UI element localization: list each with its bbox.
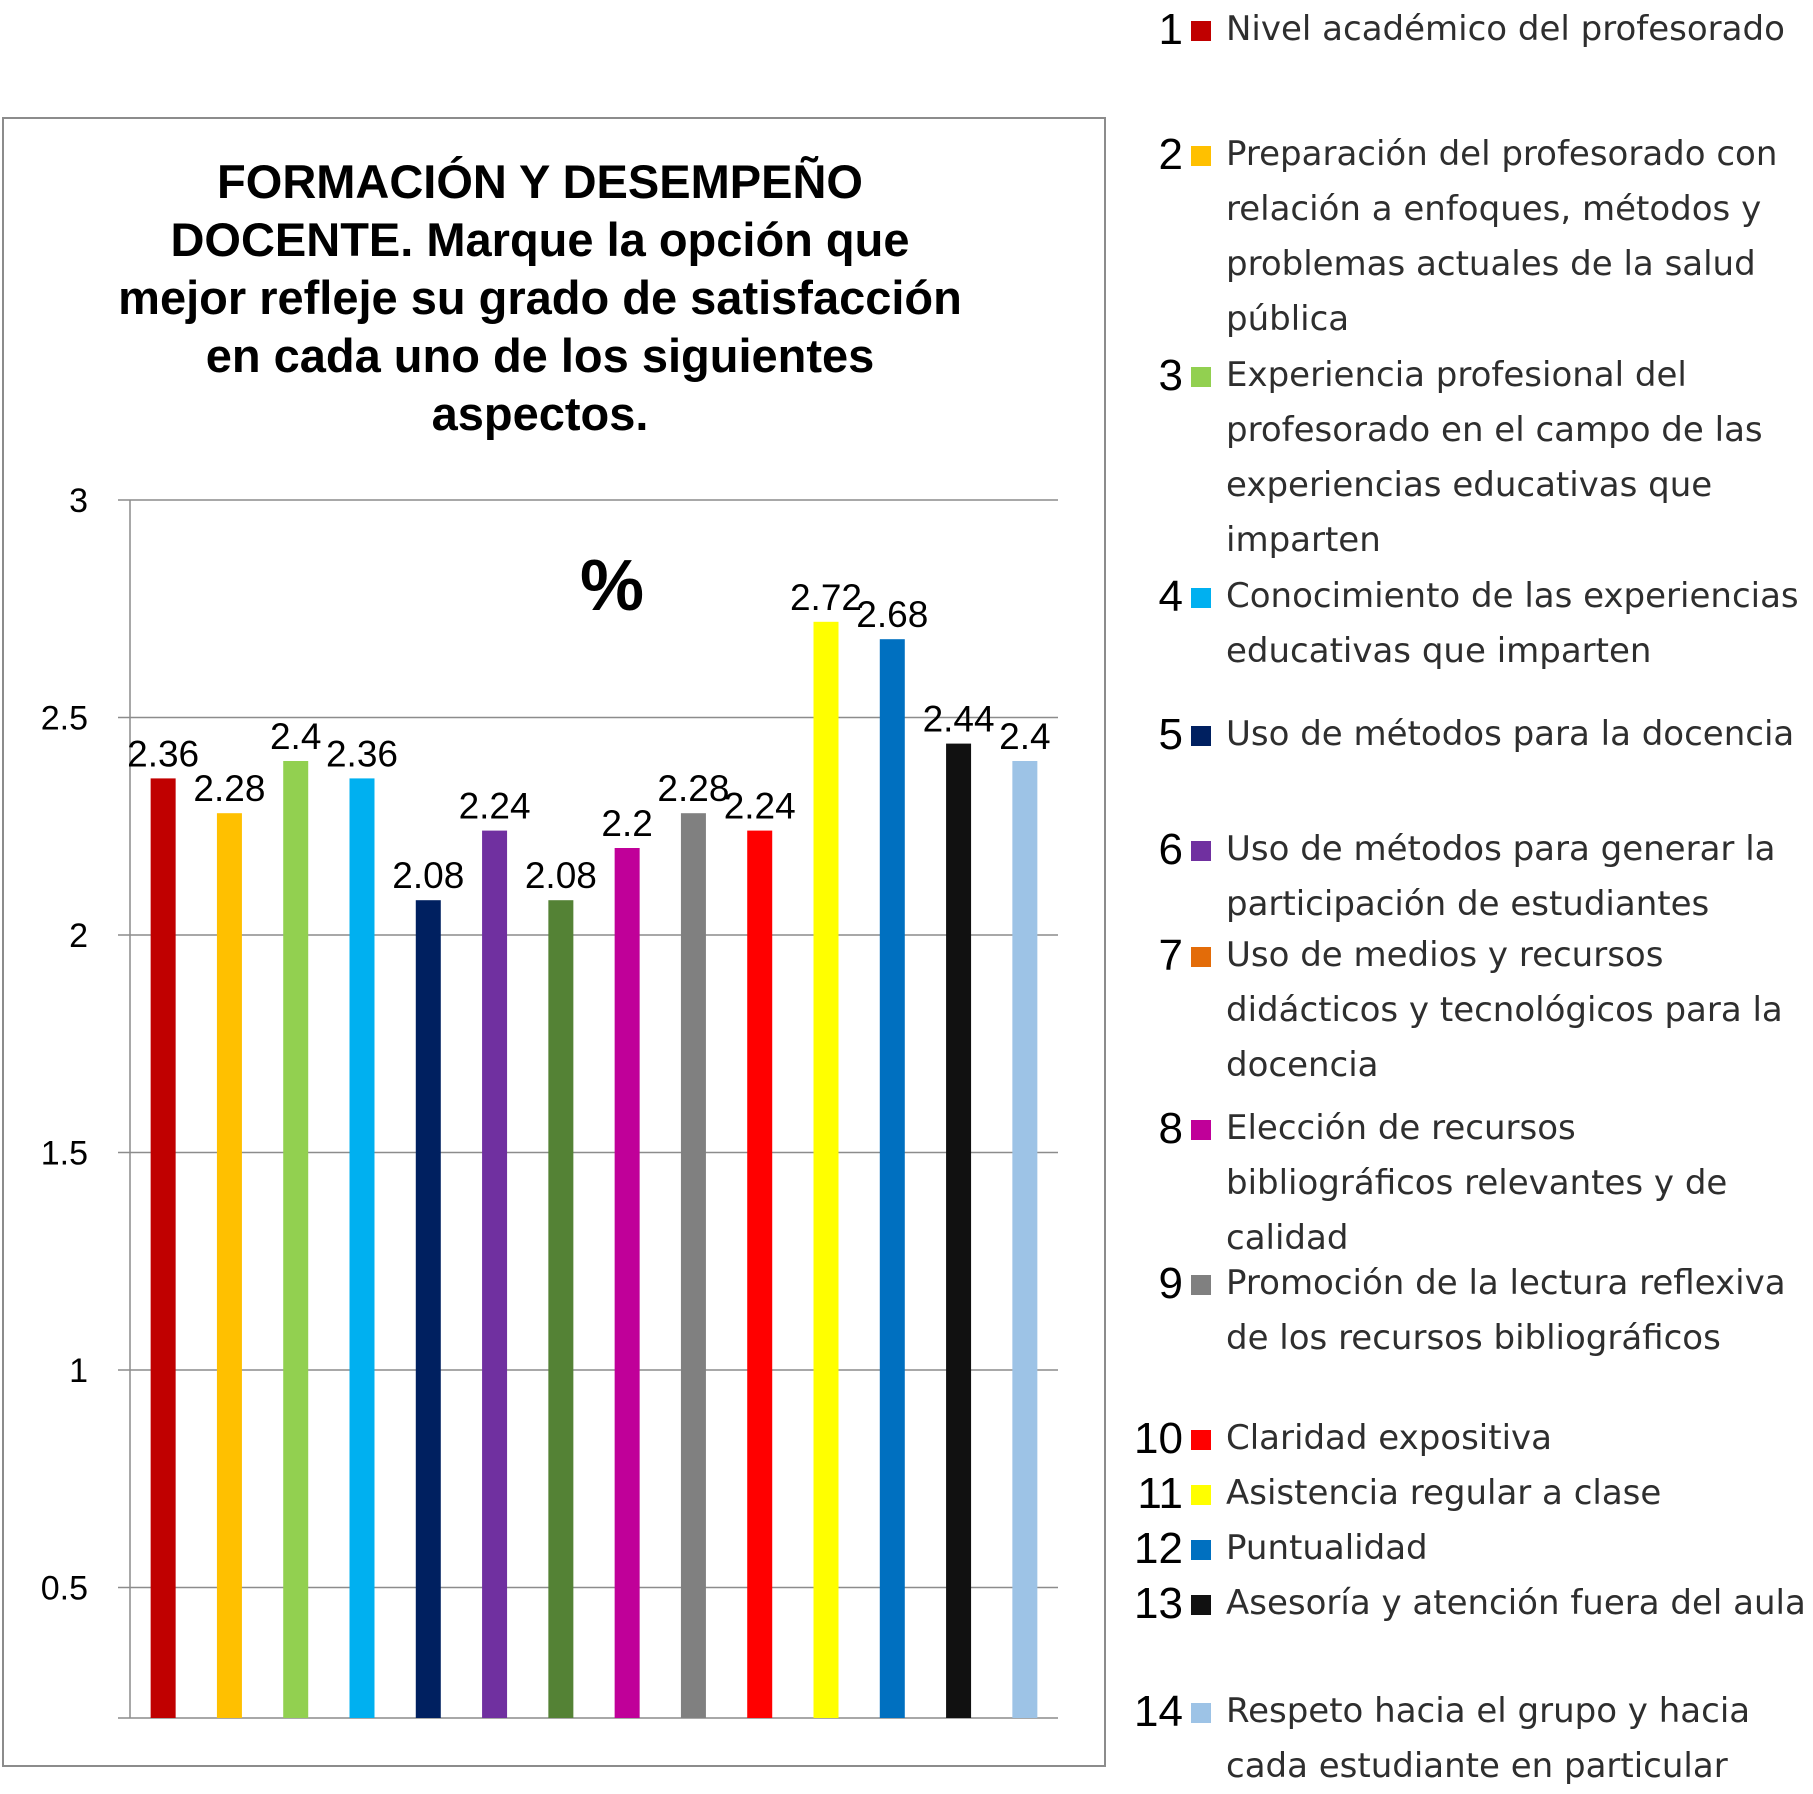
legend-number: 2	[1158, 130, 1183, 179]
data-label: 2.68	[856, 594, 928, 635]
percent-annotation: %	[580, 546, 645, 626]
data-label: 2.4	[270, 716, 321, 757]
y-axis-ticks: 3 2.5 2 1.5 1 0.5	[41, 482, 88, 1608]
legend-number: 5	[1158, 710, 1183, 759]
legend-label: Promoción de la lectura reflexiva de los…	[1226, 1263, 1786, 1358]
legend-label: Conocimiento de las experiencias educati…	[1226, 576, 1799, 671]
data-label: 2.24	[724, 786, 796, 827]
legend-label: Uso de métodos para generar la participa…	[1226, 829, 1776, 924]
legend-number: 10	[1134, 1414, 1183, 1463]
data-label: 2.4	[999, 716, 1050, 757]
legend-number: 8	[1158, 1104, 1183, 1153]
legend-number: 7	[1158, 931, 1183, 980]
bar-7	[548, 900, 574, 1718]
data-label: 2.28	[193, 768, 265, 809]
bar-1	[150, 778, 176, 1718]
bar-5	[415, 900, 441, 1718]
legend-swatch	[1191, 146, 1211, 166]
legend-label: Elección de recursos bibliográficos rele…	[1226, 1108, 1728, 1258]
data-label: 2.2	[601, 803, 652, 844]
legend-label: Preparación del profesorado con relación…	[1226, 134, 1778, 339]
legend-number: 9	[1158, 1259, 1183, 1308]
y-tick-label: 1.5	[41, 1135, 88, 1173]
legend-swatch	[1191, 1430, 1211, 1450]
data-label: 2.36	[127, 733, 199, 774]
legend-number: 13	[1134, 1579, 1183, 1628]
data-label: 2.44	[923, 699, 995, 740]
y-tick-label: 2	[69, 917, 88, 955]
legend-swatch	[1191, 1703, 1211, 1723]
data-label: 2.08	[392, 855, 464, 896]
legend-number: 11	[1137, 1469, 1183, 1518]
legend-number: 4	[1158, 572, 1183, 621]
bar-11	[813, 621, 839, 1718]
legend-number: 1	[1158, 5, 1183, 54]
legend-swatch	[1191, 367, 1211, 387]
legend-label: Uso de métodos para la docencia	[1226, 714, 1795, 754]
legend-label: Claridad expositiva	[1226, 1418, 1552, 1458]
legend-swatch	[1191, 726, 1211, 746]
y-tick-label: 3	[69, 482, 88, 520]
bar-12	[879, 639, 905, 1719]
data-label: 2.24	[459, 786, 531, 827]
grid-lines	[118, 499, 1058, 1719]
legend-number: 6	[1158, 825, 1183, 874]
legend-number: 3	[1158, 351, 1183, 400]
chart-title: FORMACIÓN Y DESEMPEÑO DOCENTE. Marque la…	[118, 155, 962, 440]
bar-chart: 32.521.510.5 2.362.282.4 2.362.082.242.08…	[41, 482, 1058, 1719]
legend-label: Puntualidad	[1226, 1528, 1428, 1568]
legend-label: Uso de medios y recursos didácticos y te…	[1226, 935, 1783, 1085]
legend-swatch	[1191, 841, 1211, 861]
bar-6	[482, 830, 508, 1718]
data-label: 2.72	[790, 577, 862, 618]
bar-2	[216, 813, 242, 1718]
y-tick-label: 0.5	[41, 1570, 88, 1608]
bar-10	[747, 830, 773, 1718]
legend-swatch	[1191, 1540, 1211, 1560]
legend-label: Experiencia profesional del profesorado …	[1226, 355, 1763, 560]
bar-8	[614, 848, 640, 1718]
legend-label: Asesoría y atención fuera del aula	[1226, 1583, 1806, 1623]
data-label: 2.36	[326, 733, 398, 774]
legend-label: Asistencia regular a clase	[1226, 1473, 1662, 1513]
legend-swatch	[1191, 1595, 1211, 1615]
legend-number: 12	[1134, 1524, 1183, 1573]
legend-number: 14	[1134, 1687, 1183, 1736]
bar-9	[680, 813, 706, 1718]
data-label: 2.28	[657, 768, 729, 809]
legend-swatch	[1191, 588, 1211, 608]
legend-swatch	[1191, 1275, 1211, 1295]
y-tick-label: 1	[69, 1352, 88, 1390]
chart-legend: 1 Nivel académico del profesorado 2 Prepara…	[1118, 0, 1813, 1787]
data-labels: 2.362.282.4 2.362.082.242.082.22.282.242.…	[127, 577, 1050, 896]
bars	[150, 621, 1038, 1719]
legend-swatch	[1191, 1485, 1211, 1505]
bar-13	[946, 743, 972, 1718]
legend-swatch	[1191, 947, 1211, 967]
bar-4	[349, 778, 375, 1718]
legend-label: Respeto hacia el grupo y hacia cada estu…	[1226, 1691, 1751, 1786]
legend-label: Nivel académico del profesorado	[1226, 9, 1785, 49]
y-tick-label: 2.5	[41, 700, 88, 738]
bar-3	[283, 761, 309, 1718]
data-label: 2.08	[525, 855, 597, 896]
bar-14	[1012, 761, 1038, 1718]
legend-swatch	[1191, 1120, 1211, 1140]
legend-swatch	[1191, 21, 1211, 41]
